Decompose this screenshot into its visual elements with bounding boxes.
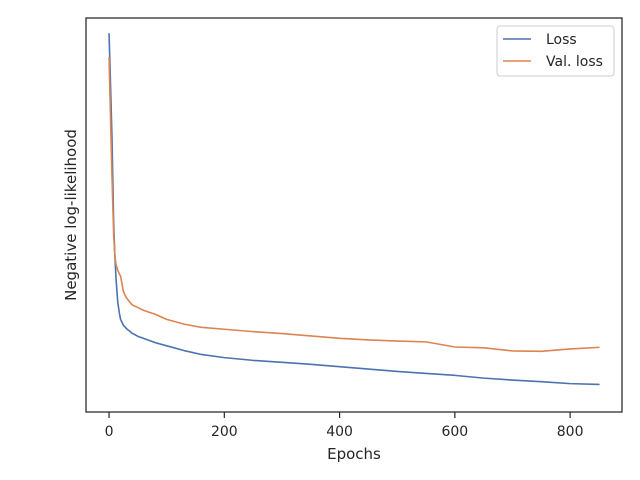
x-tick-label: 0 — [105, 424, 114, 440]
x-tick-label: 600 — [441, 424, 468, 440]
plot-area-frame — [85, 17, 623, 413]
legend-entry-label: Loss — [546, 32, 577, 48]
legend: Loss Val. loss — [496, 25, 615, 77]
series-lines — [108, 32, 600, 386]
series-line-val-loss — [108, 56, 600, 353]
x-axis-label: Epochs — [327, 445, 381, 463]
x-tick-label: 400 — [326, 424, 353, 440]
y-axis-label: Negative log-likelihood — [62, 129, 80, 301]
x-tick-label: 800 — [557, 424, 584, 440]
series-line-loss — [108, 32, 600, 386]
x-axis-ticks: 0 200 400 600 800 — [105, 412, 584, 440]
legend-entry-label: Val. loss — [546, 54, 603, 70]
x-tick-label: 200 — [211, 424, 238, 440]
